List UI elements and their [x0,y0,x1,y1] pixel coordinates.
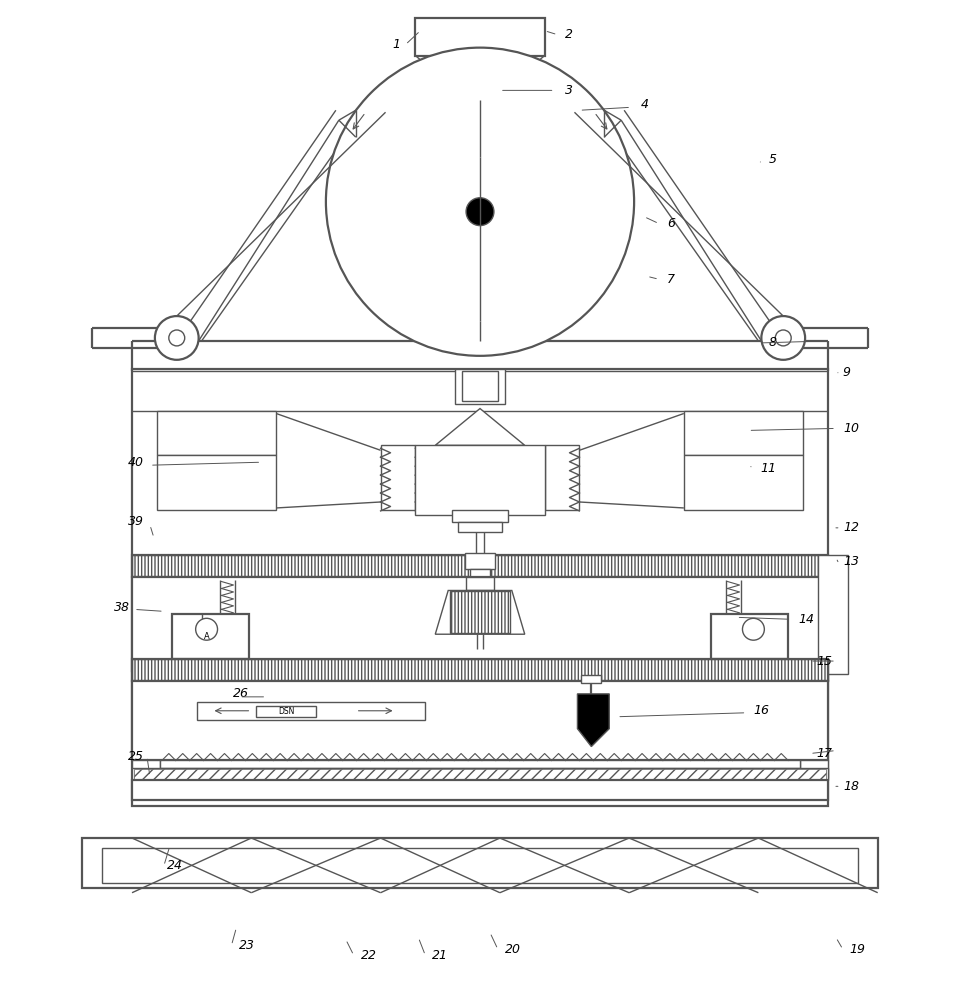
Bar [132,780,828,800]
Bar [456,369,505,404]
Text: 38: 38 [114,601,130,614]
Text: 17: 17 [816,747,832,760]
Text: 10: 10 [843,422,859,435]
Text: 15: 15 [816,655,832,668]
Circle shape [169,330,185,346]
Circle shape [155,316,199,360]
Text: 11: 11 [760,462,776,475]
Bar [132,555,828,577]
Polygon shape [545,445,579,510]
Circle shape [743,618,764,640]
Text: 2: 2 [564,28,573,41]
Polygon shape [435,409,525,445]
Bar [132,369,828,806]
Text: 18: 18 [843,780,859,793]
Text: 8: 8 [769,336,776,349]
Bar [132,760,160,778]
Text: 19: 19 [850,943,866,956]
Text: 21: 21 [432,949,448,962]
Bar [132,659,828,681]
Text: 1: 1 [392,38,401,51]
Text: 23: 23 [239,939,256,952]
Polygon shape [381,445,415,510]
Bar [711,614,788,659]
Text: 12: 12 [843,521,859,534]
Bar [132,577,828,671]
Bar [415,18,545,56]
Text: 4: 4 [641,98,649,111]
Bar [157,411,276,455]
Bar [102,848,858,883]
Bar [132,659,828,681]
Bar [132,768,828,780]
Circle shape [326,48,634,356]
Text: 40: 40 [128,456,144,469]
Bar [462,371,498,401]
Bar [160,760,801,768]
Text: 22: 22 [360,949,377,962]
Text: 5: 5 [769,153,776,166]
Text: 7: 7 [667,273,675,286]
Bar [132,681,828,760]
Bar [466,577,494,590]
Text: 3: 3 [564,84,573,97]
Text: 25: 25 [128,750,144,763]
Bar [134,769,826,779]
Text: 9: 9 [843,366,850,379]
Polygon shape [578,694,609,747]
Bar [257,706,316,717]
Text: 26: 26 [234,687,250,700]
Polygon shape [435,590,525,634]
Bar [450,591,510,633]
Bar [684,411,803,455]
Bar [197,702,426,720]
Bar [581,675,602,683]
Circle shape [761,316,805,360]
Circle shape [196,618,217,640]
Bar [818,555,848,674]
Text: A: A [204,632,209,641]
Bar [453,510,507,522]
Bar [684,455,803,510]
Text: 13: 13 [843,555,859,568]
Bar [83,838,877,888]
Text: DSN: DSN [278,707,294,716]
Bar [415,445,545,515]
Text: 14: 14 [799,613,814,626]
Circle shape [466,198,494,226]
Text: 20: 20 [505,943,521,956]
Bar [801,760,828,778]
Text: 24: 24 [167,859,183,872]
Bar [172,614,249,659]
Text: 6: 6 [667,217,675,230]
Bar [132,555,828,577]
Bar [157,455,276,510]
Bar [470,569,490,577]
Text: 39: 39 [128,515,144,528]
Circle shape [776,330,791,346]
Bar [458,522,502,532]
Text: 16: 16 [753,704,770,717]
Bar [465,553,495,569]
